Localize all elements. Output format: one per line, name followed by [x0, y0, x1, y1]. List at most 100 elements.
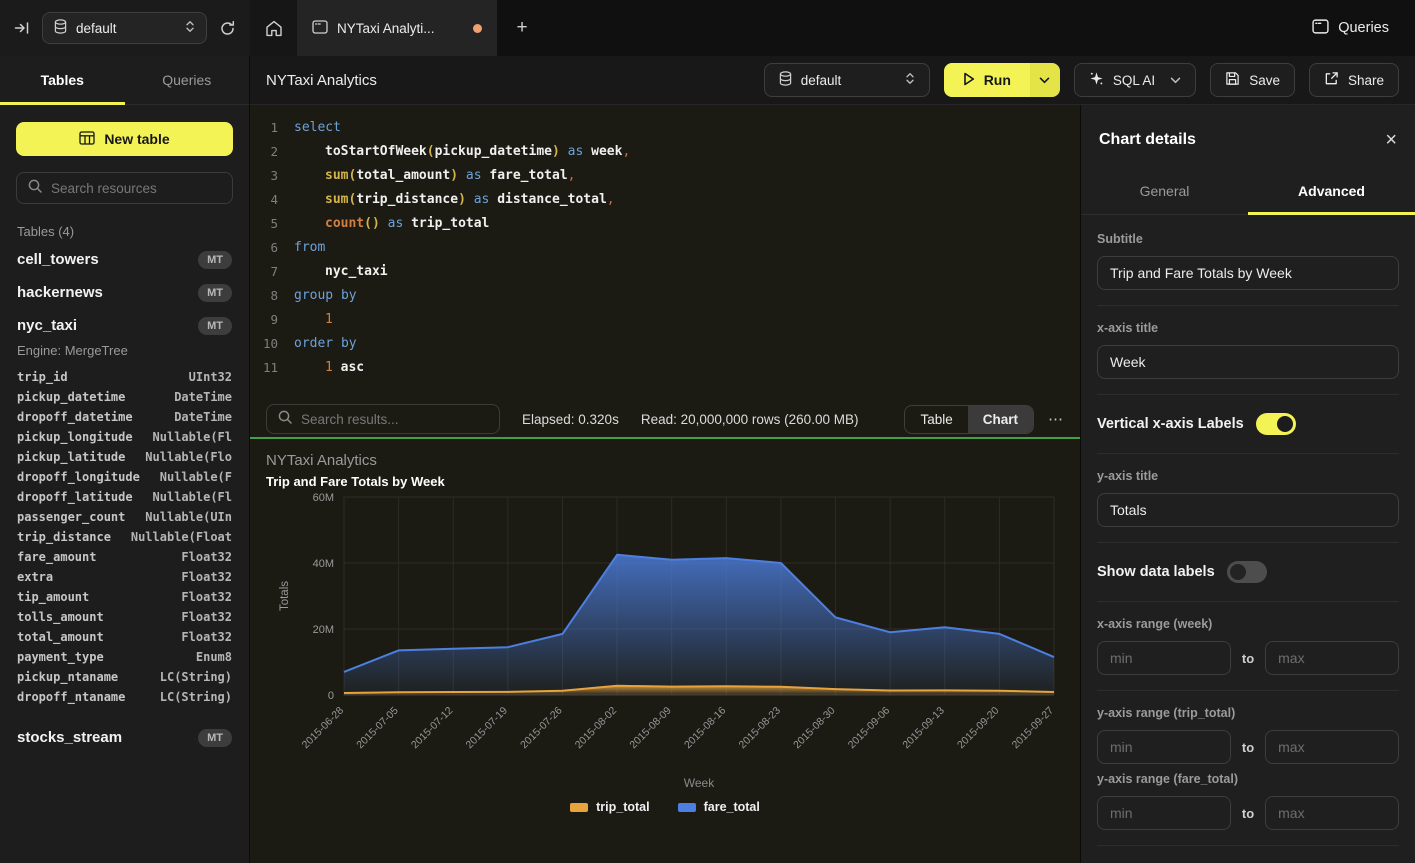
show-data-labels-toggle[interactable]: [1226, 561, 1267, 583]
search-results-input[interactable]: [301, 411, 488, 427]
engine-line: Engine: MergeTree: [17, 343, 128, 358]
column-row: tolls_amount Float32: [17, 610, 232, 624]
xaxis-range-label: x-axis range (week): [1097, 617, 1213, 631]
search-resources-input[interactable]: [51, 180, 221, 196]
share-button[interactable]: Share: [1308, 63, 1399, 97]
legend-item[interactable]: trip_total: [570, 800, 650, 814]
svg-text:2015-07-19: 2015-07-19: [463, 705, 510, 752]
yaxis-range-trip-label: y-axis range (trip_total): [1097, 706, 1236, 720]
table-row[interactable]: hackernews MT: [17, 276, 232, 309]
yaxis-range-fare-max-input[interactable]: [1265, 796, 1399, 830]
column-row: fare_amount Float32: [17, 550, 232, 564]
sql-editor[interactable]: 1 select 2 toStartOfWeek(pickup_datetime) a…: [250, 105, 1080, 401]
sql-ai-label: SQL AI: [1112, 72, 1156, 88]
sidebar-search[interactable]: [16, 172, 233, 204]
svg-text:2015-08-02: 2015-08-02: [573, 705, 620, 752]
run-options-button[interactable]: [1029, 63, 1060, 97]
line-number: 3: [270, 168, 278, 183]
yaxis-title-input[interactable]: [1097, 493, 1399, 527]
sidebar-tab-tables[interactable]: Tables: [0, 56, 125, 105]
resize-divider[interactable]: [250, 437, 1080, 439]
search-icon: [28, 179, 42, 198]
updown-chevrons-icon: [185, 20, 195, 36]
run-button[interactable]: Run: [943, 63, 1030, 97]
page-title: NYTaxi Analytics: [266, 71, 377, 89]
search-icon: [278, 410, 292, 429]
save-label: Save: [1249, 72, 1280, 88]
tab-nytaxi-analytics[interactable]: NYTaxi Analyti...: [297, 0, 497, 56]
legend-item[interactable]: fare_total: [677, 800, 760, 814]
column-row: trip_id UInt32: [17, 370, 232, 384]
results-search[interactable]: [266, 404, 500, 434]
view-toggle-chart[interactable]: Chart: [967, 405, 1033, 433]
line-number: 10: [262, 336, 278, 351]
svg-text:2015-09-06: 2015-09-06: [846, 705, 893, 752]
svg-text:2015-07-05: 2015-07-05: [354, 705, 401, 752]
refresh-icon[interactable]: [219, 20, 236, 37]
database-selector[interactable]: default: [42, 12, 207, 44]
yaxis-range-trip-min-input[interactable]: [1097, 730, 1231, 764]
column-row: dropoff_ntaname LC(String): [17, 690, 232, 704]
sql-line[interactable]: 7 nyc_taxi: [250, 260, 1080, 284]
sql-line[interactable]: 1 select: [250, 116, 1080, 140]
table-row[interactable]: cell_towers MT: [17, 243, 232, 276]
queries-icon: [1312, 18, 1329, 38]
yaxis-range-trip-max-input[interactable]: [1265, 730, 1399, 764]
sql-line[interactable]: 2 toStartOfWeek(pickup_datetime) as week,: [250, 140, 1080, 164]
column-row: passenger_count Nullable(UIn: [17, 510, 232, 524]
sql-line[interactable]: 10 order by: [250, 332, 1080, 356]
close-icon[interactable]: ×: [1385, 129, 1397, 151]
legend-label: trip_total: [596, 800, 650, 814]
line-number: 1: [270, 120, 278, 135]
svg-text:2015-08-16: 2015-08-16: [682, 705, 729, 752]
sql-line[interactable]: 11 1 asc: [250, 356, 1080, 380]
sql-line[interactable]: 3 sum(total_amount) as fare_total,: [250, 164, 1080, 188]
chart-area: NYTaxi Analytics Trip and Fare Totals by…: [250, 439, 1080, 863]
sql-line[interactable]: 6 from: [250, 236, 1080, 260]
header-database-selector[interactable]: default: [763, 63, 930, 97]
tab-advanced[interactable]: Advanced: [1248, 169, 1415, 215]
column-row: pickup_datetime DateTime: [17, 390, 232, 404]
tables-section-label: Tables (4): [17, 224, 75, 239]
xaxis-range-min-input[interactable]: [1097, 641, 1231, 675]
queries-button[interactable]: Queries: [1338, 20, 1389, 36]
table-row[interactable]: nyc_taxi MT: [17, 309, 232, 342]
new-table-button[interactable]: New table: [16, 122, 233, 156]
more-options-icon[interactable]: ⋯: [1048, 411, 1064, 428]
sidebar: Tables Queries New table Tables (4) cell…: [0, 56, 250, 863]
sql-line[interactable]: 5 count() as trip_total: [250, 212, 1080, 236]
chevron-down-icon[interactable]: [1170, 77, 1181, 84]
column-row: extra Float32: [17, 570, 232, 584]
table-row[interactable]: stocks_stream MT: [17, 721, 232, 754]
vertical-xaxis-labels-toggle[interactable]: [1255, 413, 1296, 435]
xaxis-title-input[interactable]: [1097, 345, 1399, 379]
panel-title: Chart details: [1099, 131, 1196, 148]
line-number: 2: [270, 144, 278, 159]
sql-line[interactable]: 8 group by: [250, 284, 1080, 308]
table-grid-icon: [79, 130, 95, 148]
chart-subtitle: Trip and Fare Totals by Week: [266, 474, 445, 489]
query-header: NYTaxi Analytics default: [250, 56, 1415, 105]
view-toggle-table[interactable]: Table: [920, 411, 953, 427]
sidebar-tab-queries[interactable]: Queries: [162, 72, 212, 88]
home-button[interactable]: [250, 0, 297, 56]
svg-text:2015-08-09: 2015-08-09: [627, 705, 674, 752]
yaxis-range-fare-min-input[interactable]: [1097, 796, 1231, 830]
tab-general[interactable]: General: [1139, 183, 1190, 199]
play-icon: [963, 72, 975, 89]
new-tab-button[interactable]: +: [516, 17, 528, 38]
svg-text:20M: 20M: [313, 624, 334, 636]
collapse-sidebar-icon[interactable]: [14, 20, 30, 36]
xaxis-range-max-input[interactable]: [1265, 641, 1399, 675]
save-icon: [1225, 71, 1240, 89]
sql-line[interactable]: 4 sum(trip_distance) as distance_total,: [250, 188, 1080, 212]
engine-badge: MT: [198, 250, 232, 269]
top-bar-left: default: [0, 0, 250, 56]
save-button[interactable]: Save: [1210, 63, 1295, 97]
svg-text:2015-08-23: 2015-08-23: [737, 705, 784, 752]
to-label: to: [1241, 739, 1255, 755]
table-name: cell_towers: [17, 251, 99, 268]
subtitle-input[interactable]: [1097, 256, 1399, 290]
sql-ai-button[interactable]: SQL AI: [1073, 63, 1197, 97]
